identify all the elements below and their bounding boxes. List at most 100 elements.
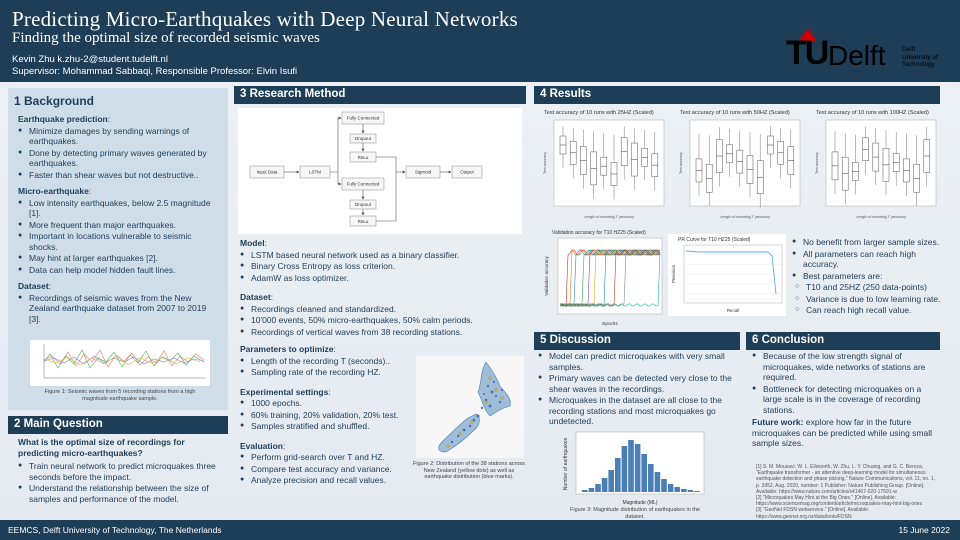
exp-title: Experimental settings [240,386,329,397]
references: [1] S. M. Mousavi, W. L. Ellsworth, W. Z… [756,464,940,520]
pr-curve-chart: PR Curve for T10 HZ25 (Scaled) Recall Prec… [671,237,783,313]
list-item: 1000 epochs. [240,398,412,409]
list-item: Low intensity earthquakes, below 2.5 mag… [18,198,220,219]
dataset-list: Recordings of seismic waves from the New… [18,293,220,325]
future-text: explore how far in the future microquake… [752,417,933,448]
boxplot-charts: Test accuracy of 10 runs with 25HZ (Scal… [543,110,937,219]
magnitude-histogram-figure: Magnitude (ML) Number of earthquakes [560,430,710,506]
logo-university-text: Delft University of Technology [902,46,938,69]
box-chart-title: Test accuracy of 10 runs with 50HZ (Scal… [680,110,790,116]
list-item: Recordings cleaned and standardized. [240,304,524,315]
discussion-text: Model can predict microquakes with very … [538,350,736,427]
diagram-label: LSTM [309,170,321,175]
histogram-bar [648,464,654,492]
histogram-bar [661,479,667,492]
figure3-caption: Figure 3: Magnitude distribution of eart… [570,507,700,520]
method-text-top: Model: LSTM based neural network used as… [240,232,524,337]
histogram-bar [634,444,641,492]
list-item: No benefit from larger sample sizes. [792,237,942,248]
poster-subtitle: Finding the optimal size of recorded sei… [12,30,320,46]
list-item: Done by detecting primary waves generate… [18,148,220,169]
histogram-bar [694,491,700,492]
logo-line: Delft [902,46,916,53]
list-item: Microquakes in the dataset are all close… [538,395,736,427]
future-label: Future work: [752,417,804,427]
logo-tu: TU [786,34,829,72]
footer-affiliation: EEMCS, Delft University of Technology, T… [8,525,222,535]
histogram-bar [608,470,614,492]
conclusion-heading: 6 Conclusion [746,332,940,350]
histogram-bar [641,454,647,492]
seismic-waves-figure [30,340,210,386]
model-architecture-diagram: Fully Connected Dropout ReLu Fully Conne… [238,108,522,234]
conclusion-text: Because of the low strength signal of mi… [752,350,940,449]
histogram-bar [628,440,634,492]
box-y-label: Test accuracy [543,152,547,174]
x-axis-label: Recall [727,308,739,313]
discussion-list: Model can predict microquakes with very … [538,351,736,427]
box-chart-title: Test accuracy of 10 runs with 100HZ (Sca… [816,110,929,116]
x-axis-label: Epochs [602,321,618,326]
list-item: Bottleneck for detecting microquakes on … [752,384,940,416]
list-item: Understand the relationship between the … [18,483,222,504]
list-item: AdamW as loss optimizer. [240,273,524,284]
architecture-svg: Fully Connected Dropout ReLu Fully Conne… [249,111,483,227]
reference-item: [3] "GeoNet FDSN webservice." [Online]. … [756,507,870,520]
box-chart-title: Test accuracy of 10 runs with 25HZ (Scal… [544,110,654,116]
box-y-label: Test accuracy [815,152,819,174]
new-zealand-map [416,356,524,458]
list-item: Important in locations vulnerable to sei… [18,231,220,252]
sub-list-item: T10 and 25HZ (250 data-points) [792,282,942,293]
diagram-label: Dropout [355,202,372,207]
list-item: Recordings of seismic waves from the New… [18,293,220,325]
background-text: Earthquake prediction: Minimize damages … [18,110,220,324]
list-item: Samples stratified and shuffled. [240,421,412,432]
histogram-bar [621,446,628,492]
list-item: Data can help model hidden fault lines. [18,265,220,276]
results-heading: 4 Results [534,86,940,104]
diagram-label: Dropout [355,136,372,141]
logo-line: Technology [902,61,935,68]
validation-accuracy-chart: Validation accuracy for T10 HZ25 (Scaled… [544,230,663,326]
params-list: Length of the recording T (seconds).. Sa… [240,356,412,378]
list-item: Analyze precision and recall values. [240,475,412,486]
list-item: 60% training, 20% validation, 20% test. [240,410,412,421]
sub-list-item: Can reach high recall value. [792,305,942,316]
reference-item: [2] "Microquakes May Hint at the Big One… [756,495,923,508]
poster-title: Predicting Micro-Earthquakes with Deep N… [12,7,518,31]
histogram-bar [654,472,661,492]
params-title: Parameters to optimize [240,344,334,354]
magnitude-histogram: Magnitude (ML) Number of earthquakes [563,431,705,506]
list-item: Perform grid-search over T and HZ. [240,452,412,463]
micro-title: Micro-earthquake [18,186,89,196]
chart-title: Validation accuracy for T10 HZ25 (Scaled… [552,230,646,236]
diagram-label: Output [460,170,474,175]
box-x-label: Length of recording T (seconds) [584,215,635,219]
poster-footer: EEMCS, Delft University of Technology, T… [0,520,960,540]
box-y-label: Test accuracy [679,152,683,174]
model-title: Model [240,238,265,248]
histogram-bar [681,489,687,492]
histogram-bar [615,458,621,492]
boxplot-figure: Test accuracy of 10 runs with 25HZ (Scal… [540,106,940,228]
chart-title: PR Curve for T10 HZ25 (Scaled) [678,237,751,243]
validation-accuracy-figure: Validation accuracy for T10 HZ25 (Scaled… [540,228,666,330]
diagram-label: ReLu [358,155,369,160]
validation-series-line [559,252,661,307]
histogram-bar [601,478,608,492]
list-item: More frequent than major earthquakes. [18,220,220,231]
logo-line: University of [902,53,938,61]
question-text: What is the optimal size of recordings f… [18,437,222,504]
list-item: 10'000 events, 50% micro-earthquakes, 50… [240,315,524,326]
author-line: Kevin Zhu k.zhu-2@student.tudelft.nl [12,54,168,65]
list-item: All parameters can reach high accuracy. [792,249,942,270]
main-question: What is the optimal size of recordings f… [18,437,185,458]
results-text: No benefit from larger sample sizes. All… [792,236,942,316]
seismic-waves-plot [43,344,206,379]
results-list: No benefit from larger sample sizes. All… [792,237,942,316]
figure1-caption: Figure 1: Seismic waves from 5 recording… [44,389,196,402]
y-axis-label: Validation accuracy [544,256,549,296]
prediction-list: Minimize damages by sending warnings of … [18,126,220,181]
histogram-bar [588,488,595,492]
